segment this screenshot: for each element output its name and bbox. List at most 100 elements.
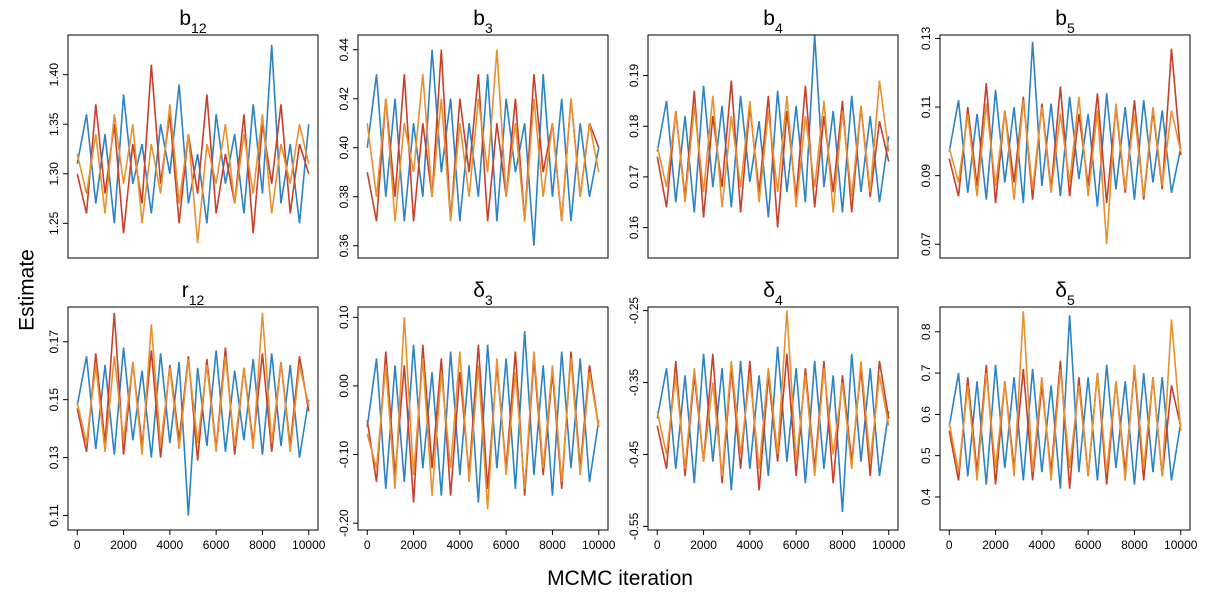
y-tick-label: 1.40	[47, 63, 61, 87]
panel-title: b12	[179, 7, 206, 36]
y-tick-label: 1.35	[47, 112, 61, 136]
panel-title: b3	[473, 7, 493, 36]
title-base: b	[473, 7, 485, 30]
trace-line	[366, 317, 600, 510]
title-subscript: 3	[485, 20, 493, 36]
y-tick-label: -0.35	[627, 369, 641, 397]
y-tick-label: -0.55	[627, 512, 641, 540]
x-tick-label: 4000	[157, 538, 184, 552]
title-subscript: 5	[1067, 20, 1075, 36]
y-tick-label: 0.40	[337, 136, 351, 160]
panel-title: δ5	[1055, 279, 1075, 308]
x-tick-label: 10000	[582, 538, 616, 552]
x-tick-label: 10000	[872, 538, 906, 552]
x-tick-label: 4000	[737, 538, 764, 552]
panel-frame	[939, 34, 1191, 259]
title-subscript: 12	[191, 20, 207, 36]
panel-title: δ3	[473, 279, 493, 308]
x-tick-label: 0	[74, 538, 81, 552]
trace-line	[366, 49, 600, 222]
panel-frame	[647, 34, 899, 259]
y-axis-title: Estimate	[16, 249, 39, 331]
panel-frame	[647, 306, 899, 531]
x-tick-label: 4000	[447, 538, 474, 552]
y-tick-label: 0.18	[627, 114, 641, 138]
x-tick-label: 6000	[203, 538, 230, 552]
y-tick-label: 0.13	[47, 446, 61, 470]
y-tick-label: 0.17	[627, 165, 641, 189]
y-tick-label: 0.42	[337, 87, 351, 111]
x-tick-label: 8000	[829, 538, 856, 552]
y-tick-label: 0.13	[919, 26, 933, 50]
y-tick-label: 0.10	[337, 305, 351, 329]
title-base: δ	[473, 279, 485, 302]
trace-line	[76, 312, 310, 455]
y-tick-label: 0.38	[337, 185, 351, 209]
title-base: δ	[1055, 279, 1067, 302]
trace-line	[656, 80, 890, 213]
y-tick-label: 0.16	[627, 216, 641, 240]
trace-line	[76, 104, 310, 244]
trace-line	[656, 346, 890, 513]
panel-frame	[357, 306, 609, 531]
trace-line	[76, 347, 310, 516]
x-tick-label: 2000	[400, 538, 427, 552]
x-tick-label: 8000	[539, 538, 566, 552]
y-tick-label: -0.25	[627, 297, 641, 325]
panel-title: b5	[1055, 7, 1075, 36]
y-tick-label: 1.25	[47, 211, 61, 235]
y-tick-label: 0.07	[919, 232, 933, 256]
panel-title: δ4	[763, 279, 783, 308]
y-tick-label: 0.44	[337, 38, 351, 62]
y-tick-label: 0.4	[919, 488, 933, 505]
trace-line	[948, 315, 1182, 489]
trace-line	[76, 44, 310, 224]
x-tick-label: 2000	[110, 538, 137, 552]
trace-line	[656, 310, 890, 477]
title-base: b	[179, 7, 191, 30]
x-tick-label: 6000	[493, 538, 520, 552]
x-tick-label: 0	[946, 538, 953, 552]
y-tick-label: -0.20	[337, 509, 351, 537]
y-tick-label: 0.5	[919, 447, 933, 464]
panel-frame	[939, 306, 1191, 531]
y-tick-label: 0.11	[919, 95, 933, 118]
x-tick-label: 10000	[1164, 538, 1198, 552]
x-tick-label: 6000	[1075, 538, 1102, 552]
y-tick-label: 1.30	[47, 162, 61, 186]
y-tick-label: 0.09	[919, 164, 933, 188]
y-tick-label: -0.10	[337, 441, 351, 469]
trace-line	[76, 64, 310, 234]
x-tick-label: 6000	[783, 538, 810, 552]
y-tick-label: 0.19	[627, 64, 641, 88]
y-tick-label: -0.45	[627, 440, 641, 468]
panel-frame	[357, 34, 609, 259]
y-tick-label: 0.15	[47, 388, 61, 412]
panel-frame	[67, 34, 319, 259]
trace-line	[948, 96, 1182, 245]
y-tick-label: 0.7	[919, 364, 933, 381]
panel-title: b4	[763, 7, 783, 36]
x-tick-label: 2000	[982, 538, 1009, 552]
title-subscript: 5	[1067, 292, 1075, 308]
x-tick-label: 0	[654, 538, 661, 552]
title-base: r	[182, 279, 189, 302]
title-subscript: 4	[775, 20, 783, 36]
x-tick-label: 0	[364, 538, 371, 552]
x-tick-label: 2000	[690, 538, 717, 552]
y-tick-label: 0.8	[919, 323, 933, 340]
title-subscript: 3	[485, 292, 493, 308]
title-base: b	[1055, 7, 1067, 30]
title-base: δ	[763, 279, 775, 302]
y-tick-label: 0.36	[337, 234, 351, 258]
y-tick-label: 0.6	[919, 406, 933, 423]
panel-title: r12	[182, 279, 205, 308]
title-subscript: 4	[775, 292, 783, 308]
y-tick-label: 0.17	[47, 330, 61, 354]
title-base: b	[763, 7, 775, 30]
x-tick-label: 8000	[1121, 538, 1148, 552]
trace-line	[656, 80, 890, 228]
x-tick-label: 4000	[1029, 538, 1056, 552]
x-tick-label: 10000	[292, 538, 326, 552]
